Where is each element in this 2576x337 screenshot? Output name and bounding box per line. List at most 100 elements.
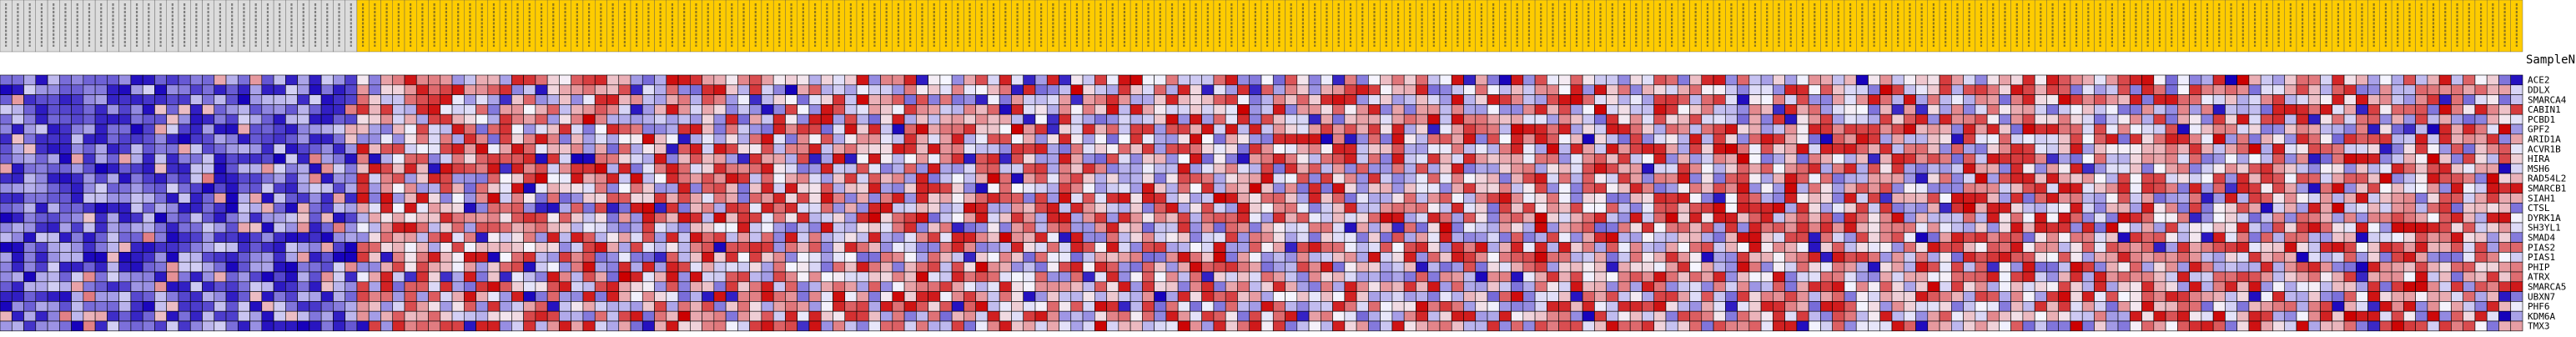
heatmap-cell [1118,271,1131,283]
heatmap-cell [820,104,833,115]
heatmap-cell [999,212,1012,224]
heatmap-cell [641,212,655,224]
heatmap-cell [2451,232,2463,243]
heatmap-cell [1416,123,1428,135]
heatmap-cell [856,212,869,224]
heatmap-cell [1796,143,1809,154]
heatmap-cell [1225,74,1238,86]
heatmap-cell [2438,104,2452,115]
heatmap-cell [1784,94,1798,105]
heatmap-cell [1332,281,1346,292]
heatmap-cell [951,242,964,253]
heatmap-cell [546,252,560,263]
heatmap-cell [1237,281,1250,292]
heatmap-cell [1879,232,1893,243]
heatmap-cell [630,123,643,135]
heatmap-cell [2260,143,2273,154]
heatmap-cell [368,271,381,283]
heatmap-cell [2451,242,2463,253]
heatmap-cell [1344,113,1357,125]
heatmap-cell [368,113,381,125]
heatmap-cell [1475,104,1488,115]
heatmap-cell [1023,203,1036,214]
heatmap-cell [677,183,691,194]
heatmap-cell [1285,173,1298,184]
heatmap-cell [1558,113,1572,125]
heatmap-cell [142,133,155,144]
heatmap-cell [1939,74,1952,86]
heatmap-cell [535,74,548,86]
heatmap-cell [1190,94,1202,105]
heatmap-cell [1951,163,1964,174]
heatmap-cell [1725,252,1738,263]
heatmap-cell [903,183,917,194]
heatmap-cell [463,153,476,164]
heatmap-cell [2284,74,2297,86]
heatmap-cell [1023,123,1036,135]
heatmap-cell [1391,203,1405,214]
heatmap-cell [833,212,846,224]
heatmap-cell [320,232,334,243]
heatmap-cell [368,281,381,292]
heatmap-cell [297,203,310,214]
heatmap-cell [1190,183,1202,194]
heatmap-cell [1260,252,1274,263]
heatmap-cell [0,74,13,86]
heatmap-cell [999,74,1012,86]
heatmap-cell [2201,173,2214,184]
heatmap-cell [1844,242,1857,253]
heatmap-cell [761,84,774,95]
heatmap-cell [2391,133,2404,144]
heatmap-cell [2106,84,2119,95]
heatmap-cell [1832,133,1845,144]
heatmap-cell [1391,212,1405,224]
heatmap-cell [499,212,512,224]
heatmap-cell [392,222,405,234]
heatmap-cell [23,193,37,204]
heatmap-cell [630,271,643,283]
heatmap-cell [761,222,774,234]
heatmap-cell [487,222,501,234]
heatmap-cell [35,212,48,224]
heatmap-cell [237,222,250,234]
heatmap-cell [1951,143,1964,154]
heatmap-cell [1820,252,1833,263]
heatmap-cell [2486,203,2499,214]
heatmap-cell [0,94,13,105]
heatmap-cell [320,123,334,135]
heatmap-cell [1689,242,1703,253]
heatmap-cell [1082,242,1095,253]
heatmap-cell [1511,74,1524,86]
heatmap-cell [2343,74,2357,86]
heatmap-cell [939,203,953,214]
heatmap-cell [2153,153,2166,164]
heatmap-cell [1939,271,1952,283]
heatmap-cell [1820,271,1833,283]
heatmap-cell [582,94,596,105]
heatmap-cell [1177,123,1190,135]
heatmap-cell [808,104,822,115]
heatmap-cell [2225,84,2237,95]
heatmap-cell [320,261,334,273]
heatmap-cell [107,74,119,86]
heatmap-cell [1427,84,1441,95]
heatmap-cell [1808,113,1821,125]
heatmap-cell [737,113,750,125]
heatmap-cell [1547,74,1559,86]
heatmap-cell [1487,104,1500,115]
heatmap-cell [761,74,774,86]
heatmap-cell [59,203,72,214]
heatmap-cell [523,183,536,194]
heatmap-cell [1713,94,1726,105]
heatmap-cell [487,193,501,204]
heatmap-cell [71,222,84,234]
heatmap-cell [94,193,108,204]
heatmap-cell [1498,133,1512,144]
heatmap-cell [142,74,155,86]
heatmap-cell [225,94,239,105]
heatmap-cell [1547,173,1559,184]
heatmap-cell [582,84,596,95]
heatmap-cell [1832,271,1845,283]
heatmap-cell [1403,281,1416,292]
heatmap-cell [677,163,691,174]
